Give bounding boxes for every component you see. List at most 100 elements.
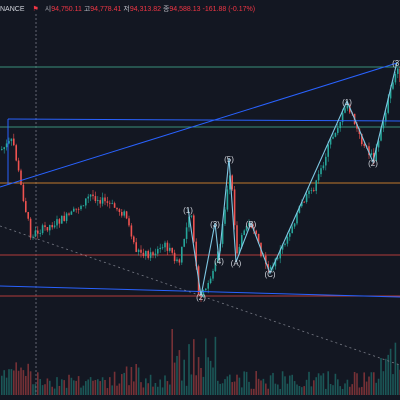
candle-body [44, 225, 46, 228]
candle-body [142, 252, 145, 257]
candle-body [82, 205, 85, 207]
volume-bar [305, 379, 308, 395]
wave-label: (1) [342, 98, 352, 107]
volume-bar [260, 380, 262, 395]
volume-bar [207, 357, 209, 395]
wave-label: (2) [368, 159, 378, 168]
volume-bar [212, 367, 214, 395]
volume-bar [97, 379, 99, 395]
candle-body [1, 149, 3, 150]
candle-body [34, 230, 37, 237]
candle-body [75, 208, 77, 210]
volume-bar [3, 370, 5, 395]
candle-body [284, 243, 286, 245]
candle-body [344, 108, 346, 113]
volume-bar [137, 367, 140, 395]
candle-body [229, 175, 231, 190]
volume-bar [109, 377, 111, 395]
candle-body [63, 215, 65, 221]
volume-bar [25, 375, 27, 395]
volume-bar [92, 380, 94, 395]
candle-body [130, 225, 133, 237]
volume-bar [73, 380, 75, 395]
volume-bar [387, 354, 389, 395]
volume-bar [394, 342, 397, 395]
red-flag-icon[interactable]: ⚑ [32, 6, 39, 13]
volume-bar [325, 388, 327, 395]
candle-body [137, 249, 140, 252]
volume-bar [253, 388, 255, 395]
wave-label: (B) [246, 220, 257, 229]
volume-bar [44, 384, 46, 395]
volume-bar [301, 387, 303, 395]
volume-bar [200, 367, 202, 395]
volume-bar [197, 357, 200, 395]
candle-body [169, 247, 171, 251]
candle-body [106, 201, 109, 203]
volume-bar [272, 372, 274, 395]
volume-bar [317, 373, 320, 395]
volume-bar [15, 362, 17, 395]
volume-bar [243, 371, 245, 395]
candle-body [334, 132, 337, 137]
candle-body [145, 251, 147, 257]
candle-body [226, 189, 229, 210]
trendline-rising [0, 62, 398, 188]
candle-body [193, 215, 195, 242]
candle-body [269, 266, 272, 270]
volume-bar [29, 371, 32, 395]
volume-bar [233, 381, 236, 395]
volume-bar [51, 386, 53, 395]
trend-lines [0, 62, 400, 366]
candle-body [121, 211, 123, 216]
candle-body [380, 128, 382, 141]
volume-bar [289, 375, 291, 395]
candle-body [385, 112, 387, 122]
volume-bar [87, 379, 89, 395]
candle-body [392, 82, 394, 89]
candle-body [296, 212, 298, 224]
candle-body [341, 112, 344, 123]
volume-bar [157, 386, 159, 395]
candle-body [147, 251, 149, 258]
candle-body [111, 203, 113, 204]
candle-body [171, 247, 173, 253]
volume-bar [75, 380, 77, 395]
volume-bar [238, 377, 241, 395]
volume-bar [358, 387, 361, 395]
volume-bar [308, 371, 310, 395]
candle-body [382, 121, 385, 129]
volume-bar [265, 383, 267, 395]
ohlc-low-value: 94,313.82 [129, 6, 161, 13]
candle-body [281, 244, 284, 250]
wave-label: (C) [264, 270, 275, 279]
volume-bar [85, 381, 87, 395]
candle-body [370, 153, 373, 156]
candle-body [116, 207, 118, 210]
volume-bar [130, 367, 133, 395]
volume-bar [248, 381, 250, 395]
volume-bar [344, 383, 346, 395]
candle-body [77, 208, 80, 210]
volume-bar [123, 372, 125, 395]
volume-bar [118, 383, 121, 395]
volume-bar [46, 378, 49, 395]
candle-body [15, 145, 17, 161]
candle-body [291, 226, 293, 234]
candle-body [279, 249, 281, 259]
candle-body [46, 227, 49, 231]
candle-body [125, 211, 128, 219]
volume-bar [361, 386, 363, 395]
volume-bar [298, 385, 301, 395]
volume-bar [61, 379, 63, 395]
volume-bar [339, 386, 341, 395]
candle-body [195, 241, 197, 267]
candle-body [327, 144, 329, 157]
candle-body [13, 138, 15, 146]
candle-body [128, 218, 130, 226]
candle-body [233, 189, 236, 226]
candle-body [161, 247, 164, 249]
candle-body [49, 225, 51, 231]
candle-body [149, 252, 152, 258]
